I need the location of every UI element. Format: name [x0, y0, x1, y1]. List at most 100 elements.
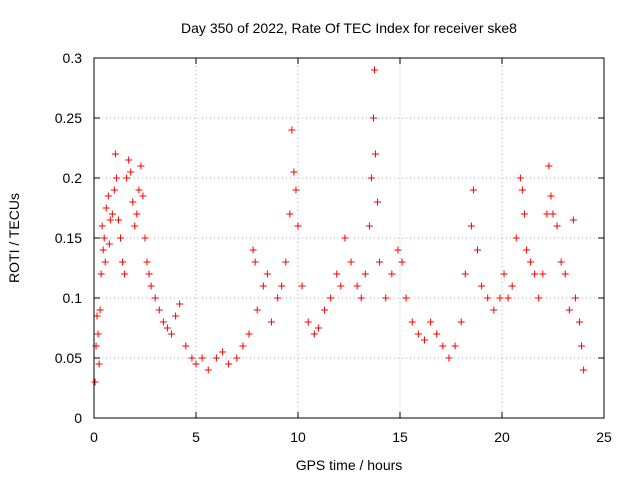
data-point — [219, 348, 227, 356]
data-point — [288, 126, 296, 134]
data-point — [263, 270, 271, 278]
data-point — [100, 234, 108, 242]
data-point — [101, 258, 109, 266]
data-point — [522, 246, 530, 254]
x-tick-label: 0 — [90, 429, 98, 445]
data-point — [408, 318, 416, 326]
data-point — [508, 282, 516, 290]
data-point — [163, 324, 171, 332]
data-point — [198, 354, 206, 362]
data-point — [535, 294, 543, 302]
data-point — [353, 282, 361, 290]
data-point — [119, 258, 127, 266]
x-tick-label: 25 — [596, 429, 612, 445]
data-point — [545, 162, 553, 170]
data-point — [414, 330, 422, 338]
data-point — [274, 294, 282, 302]
data-point — [576, 318, 584, 326]
data-point — [139, 192, 147, 200]
data-point — [547, 192, 555, 200]
x-tick-label: 15 — [392, 429, 408, 445]
data-point — [125, 156, 133, 164]
y-tick-label: 0.15 — [55, 230, 82, 246]
data-point — [294, 222, 302, 230]
data-point — [484, 294, 492, 302]
data-point — [549, 210, 557, 218]
data-point — [212, 354, 220, 362]
data-point — [543, 210, 551, 218]
data-point — [310, 330, 318, 338]
data-point — [93, 312, 101, 320]
data-point — [159, 318, 167, 326]
data-point — [129, 198, 137, 206]
data-point — [445, 354, 453, 362]
x-axis-label: GPS time / hours — [296, 457, 403, 473]
data-point — [333, 270, 341, 278]
data-point — [539, 270, 547, 278]
data-point — [192, 360, 200, 368]
data-point — [580, 366, 588, 374]
data-point — [131, 222, 139, 230]
data-point — [561, 270, 569, 278]
data-point — [108, 210, 116, 218]
data-point — [578, 342, 586, 350]
data-point — [114, 216, 122, 224]
data-point — [251, 258, 259, 266]
data-point — [298, 282, 306, 290]
axis-ticks: 0 5 10 15 20 25 0 0.05 0.1 0.15 0.2 0.25 0.3 — [55, 50, 612, 445]
data-point — [147, 282, 155, 290]
data-point — [512, 234, 520, 242]
data-point — [341, 234, 349, 242]
data-point — [474, 246, 482, 254]
data-point — [461, 270, 469, 278]
data-point — [204, 366, 212, 374]
data-point — [290, 168, 298, 176]
x-tick-label: 5 — [192, 429, 200, 445]
y-tick-label: 0.3 — [63, 50, 83, 66]
data-point — [388, 270, 396, 278]
data-point — [553, 222, 561, 230]
data-point — [361, 270, 369, 278]
data-point — [141, 234, 149, 242]
data-point — [94, 330, 102, 338]
data-point — [457, 318, 465, 326]
y-tick-label: 0.25 — [55, 110, 82, 126]
data-point — [172, 312, 180, 320]
data-point — [111, 150, 119, 158]
data-point — [439, 342, 447, 350]
data-point — [91, 378, 99, 386]
data-point — [133, 210, 141, 218]
data-point — [337, 282, 345, 290]
x-tick-label: 10 — [290, 429, 306, 445]
data-point — [369, 114, 377, 122]
data-point — [527, 258, 535, 266]
data-point — [286, 210, 294, 218]
data-point — [402, 294, 410, 302]
data-point — [372, 150, 380, 158]
data-point — [557, 258, 565, 266]
data-point — [267, 318, 275, 326]
data-point — [110, 186, 118, 194]
y-tick-label: 0 — [74, 410, 82, 426]
data-point — [239, 342, 247, 350]
data-point — [433, 330, 441, 338]
data-point — [467, 222, 475, 230]
data-point — [478, 282, 486, 290]
data-point — [504, 294, 512, 302]
data-point — [569, 216, 577, 224]
x-tick-label: 20 — [494, 429, 510, 445]
data-point — [259, 282, 267, 290]
data-point — [374, 198, 382, 206]
data-point — [151, 294, 159, 302]
data-point — [123, 174, 131, 182]
data-point — [347, 258, 355, 266]
data-point — [137, 162, 145, 170]
data-point — [102, 204, 110, 212]
chart-title: Day 350 of 2022, Rate Of TEC Index for r… — [181, 20, 517, 36]
data-point — [98, 222, 106, 230]
plot-frame — [93, 57, 605, 419]
data-point — [365, 222, 373, 230]
data-points — [91, 66, 588, 386]
data-point — [225, 360, 233, 368]
